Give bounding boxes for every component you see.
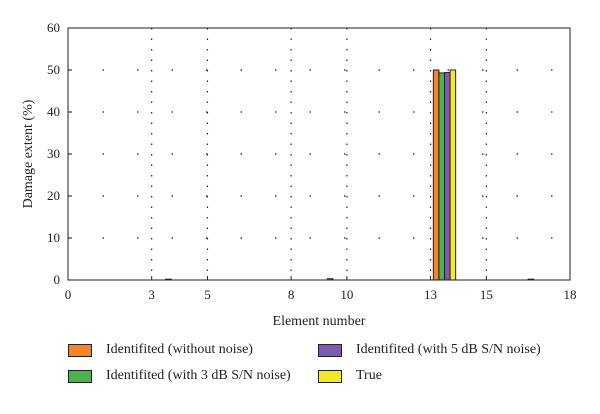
legend-swatch — [68, 369, 92, 383]
x-tick-label: 5 — [204, 287, 211, 302]
y-tick-label: 10 — [47, 230, 60, 245]
y-tick-label: 50 — [47, 62, 60, 77]
bar — [449, 69, 457, 281]
grid — [68, 28, 570, 280]
legend-swatch — [318, 343, 342, 357]
y-tick-label: 30 — [47, 146, 60, 161]
x-tick-label: 8 — [288, 287, 295, 302]
y-axis: 0 10 20 30 40 50 60 — [47, 20, 72, 287]
legend-label: Identifited (with 5 dB S/N noise) — [356, 342, 541, 357]
legend: Identifited (without noise) Identifited … — [68, 342, 588, 398]
bar — [444, 72, 451, 281]
y-axis-title: Damage extent (%) — [21, 99, 36, 208]
bar — [438, 72, 445, 281]
x-tick-label: 3 — [148, 287, 155, 302]
x-tick-label: 0 — [65, 287, 72, 302]
x-tick-label: 13 — [424, 287, 437, 302]
y-tick-label: 60 — [47, 20, 60, 35]
x-tick-label: 15 — [480, 287, 493, 302]
legend-item: True — [318, 368, 382, 384]
legend-item: Identifited (without noise) — [68, 342, 253, 358]
x-axis: 0 3 5 8 10 13 15 18 — [65, 276, 577, 302]
y-tick-label: 20 — [47, 188, 60, 203]
legend-swatch — [68, 343, 92, 357]
legend-label: True — [356, 368, 382, 383]
x-axis-title: Element number — [273, 314, 366, 329]
bar — [432, 69, 440, 281]
x-tick-label: 10 — [340, 287, 353, 302]
y-tick-label: 0 — [54, 272, 61, 287]
legend-label: Identifited (without noise) — [106, 342, 253, 357]
plot-frame — [67, 27, 571, 281]
bars — [165, 69, 535, 281]
legend-swatch — [318, 369, 342, 383]
legend-item: Identifited (with 5 dB S/N noise) — [318, 342, 541, 358]
x-tick-label: 18 — [564, 287, 577, 302]
legend-label: Identifited (with 3 dB S/N noise) — [106, 368, 291, 383]
y-tick-label: 40 — [47, 104, 60, 119]
legend-item: Identifited (with 3 dB S/N noise) — [68, 368, 291, 384]
